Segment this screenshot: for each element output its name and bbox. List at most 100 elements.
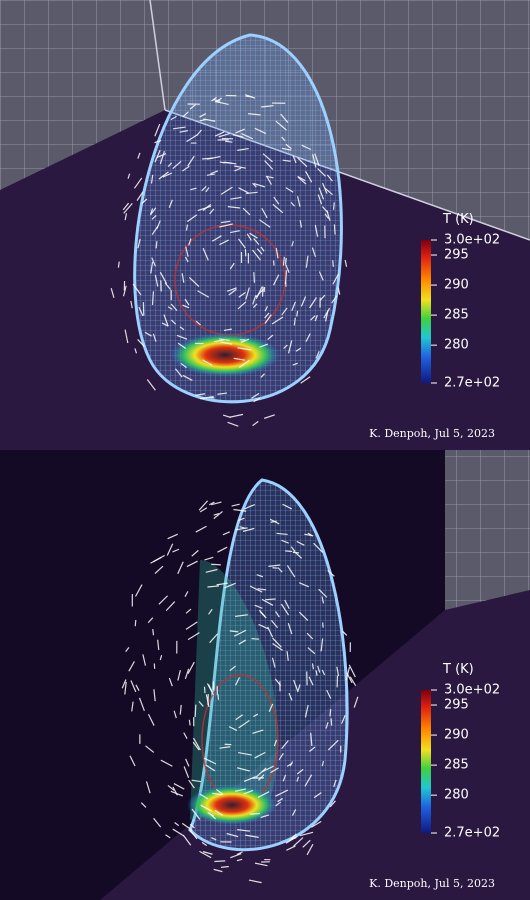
arrow [336, 666, 340, 677]
arrow [128, 661, 135, 672]
arrow [286, 565, 296, 578]
arrow [344, 259, 348, 267]
arrow [233, 357, 246, 361]
arrow [147, 617, 154, 624]
arrow [291, 809, 297, 816]
arrow [280, 113, 289, 123]
arrow [330, 718, 333, 726]
arrow [219, 223, 233, 228]
colorbar [421, 240, 431, 383]
arrow [154, 123, 161, 137]
arrow [333, 224, 336, 235]
arrow [285, 187, 294, 193]
arrow [298, 582, 309, 588]
arrow [177, 561, 184, 575]
arrow [332, 260, 334, 267]
arrow [291, 301, 297, 311]
arrow [192, 741, 200, 751]
arrow [281, 740, 289, 750]
arrow [209, 501, 215, 506]
arrow [199, 113, 207, 118]
arrow [199, 507, 208, 513]
arrow [226, 287, 237, 292]
arrow [309, 746, 316, 752]
arrow [159, 271, 168, 284]
arrow [235, 527, 248, 531]
arrow [170, 790, 184, 797]
arrow [218, 132, 231, 138]
arrow [195, 525, 207, 533]
arrow [326, 174, 333, 182]
arrow [157, 639, 160, 650]
arrow [182, 374, 193, 381]
arrow [200, 804, 212, 812]
arrow [281, 136, 286, 142]
arrow [164, 282, 171, 290]
arrow [248, 879, 262, 884]
arrow [291, 241, 294, 247]
arrow [276, 532, 288, 536]
arrow [315, 670, 318, 676]
arrow [219, 746, 231, 749]
arrow [230, 853, 242, 859]
arrow [325, 722, 329, 729]
arrow [296, 776, 300, 782]
arrow [188, 276, 200, 288]
arrow [331, 295, 338, 304]
arrow [292, 362, 298, 366]
arrow [215, 788, 224, 795]
arrow [285, 550, 293, 553]
arrow [170, 319, 177, 325]
arrow [318, 588, 328, 598]
arrow [249, 585, 263, 593]
arrow [234, 165, 246, 169]
arrow [317, 194, 323, 205]
arrow [217, 694, 220, 700]
arrow [229, 665, 237, 672]
arrow [264, 312, 270, 319]
arrow [185, 608, 192, 614]
arrow [134, 348, 138, 354]
arrow [277, 567, 283, 573]
arrow [249, 812, 261, 815]
arrow [326, 210, 331, 221]
arrow [220, 186, 233, 195]
arrow [311, 247, 317, 258]
credit: K. Denpoh, Jul 5, 2023 [369, 427, 495, 440]
arrow [179, 326, 185, 331]
arrow [130, 300, 133, 309]
arrow [215, 131, 225, 137]
colorbar-tick-label: 290 [444, 278, 469, 293]
arrow [188, 719, 191, 726]
arrow [320, 638, 324, 652]
arrow [187, 661, 195, 674]
arrow [324, 310, 329, 322]
arrow [177, 342, 187, 350]
arrow [198, 701, 204, 707]
arrow [227, 421, 239, 427]
arrow [170, 303, 178, 311]
arrow [302, 839, 311, 848]
arrow [252, 303, 258, 309]
arrow [225, 140, 233, 143]
arrow [301, 144, 312, 151]
arrow [165, 834, 171, 839]
arrow [209, 633, 219, 644]
arrow [313, 792, 322, 799]
arrow [246, 233, 252, 241]
arrow [318, 187, 325, 200]
arrow [270, 520, 277, 523]
arrow [353, 696, 359, 708]
arrow [349, 676, 357, 687]
arrow [329, 709, 332, 717]
arrow [229, 262, 235, 270]
arrow [311, 820, 322, 828]
arrow [282, 774, 287, 782]
arrow [185, 621, 198, 630]
arrow [189, 104, 196, 110]
arrow [237, 147, 249, 151]
arrow [167, 306, 173, 310]
arrow [322, 182, 328, 194]
arrow [122, 202, 130, 211]
colorbar-tick-label: 285 [444, 758, 469, 773]
